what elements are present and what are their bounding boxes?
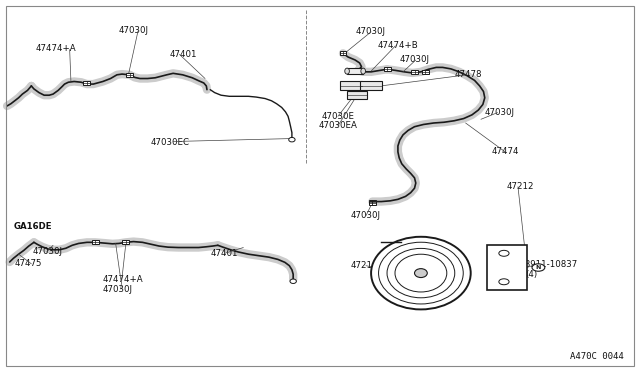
Text: 47030J: 47030J xyxy=(351,211,381,220)
Text: 47030J: 47030J xyxy=(119,26,149,35)
Text: (4): (4) xyxy=(525,270,538,279)
Text: 47478: 47478 xyxy=(454,70,482,79)
Text: N 08911-10837: N 08911-10837 xyxy=(510,260,577,269)
Text: 47030J: 47030J xyxy=(103,285,133,294)
Ellipse shape xyxy=(532,264,545,271)
Bar xyxy=(383,67,390,71)
Text: 47474: 47474 xyxy=(491,147,518,156)
Bar xyxy=(487,245,527,290)
Bar xyxy=(126,73,133,77)
Text: A470C 0044: A470C 0044 xyxy=(570,352,623,361)
Ellipse shape xyxy=(289,137,295,142)
Text: 47030J: 47030J xyxy=(484,108,515,117)
Text: GA16DE: GA16DE xyxy=(13,222,52,231)
Bar xyxy=(340,81,362,90)
Text: 47474+B: 47474+B xyxy=(378,41,418,50)
Text: 47030J: 47030J xyxy=(33,247,63,256)
Ellipse shape xyxy=(499,250,509,256)
Bar xyxy=(369,199,376,203)
Bar xyxy=(360,81,382,90)
Ellipse shape xyxy=(345,68,349,74)
Text: N: N xyxy=(536,265,541,270)
Bar xyxy=(83,81,90,85)
Text: 47474+A: 47474+A xyxy=(36,44,76,53)
Ellipse shape xyxy=(371,237,470,310)
Text: 47401: 47401 xyxy=(170,50,197,59)
Text: 47210: 47210 xyxy=(351,261,378,270)
Text: 47030J: 47030J xyxy=(400,55,430,64)
Text: 47030EC: 47030EC xyxy=(151,138,190,147)
Text: 47030J: 47030J xyxy=(355,26,385,36)
Bar xyxy=(122,240,129,244)
Ellipse shape xyxy=(290,279,296,283)
Bar xyxy=(369,201,376,205)
Bar xyxy=(411,70,418,74)
Ellipse shape xyxy=(499,279,509,285)
Text: 47474+A: 47474+A xyxy=(103,275,143,284)
Ellipse shape xyxy=(415,269,428,278)
Ellipse shape xyxy=(361,68,365,74)
Bar xyxy=(348,91,367,99)
Text: 47030E: 47030E xyxy=(321,112,355,121)
Text: 47475: 47475 xyxy=(15,259,42,268)
Bar xyxy=(92,240,99,244)
Bar xyxy=(347,68,363,74)
Bar xyxy=(422,70,429,74)
Text: 47401: 47401 xyxy=(210,249,237,258)
Text: 47030EA: 47030EA xyxy=(319,122,358,131)
Bar xyxy=(340,51,346,55)
Text: 47212: 47212 xyxy=(506,182,534,191)
